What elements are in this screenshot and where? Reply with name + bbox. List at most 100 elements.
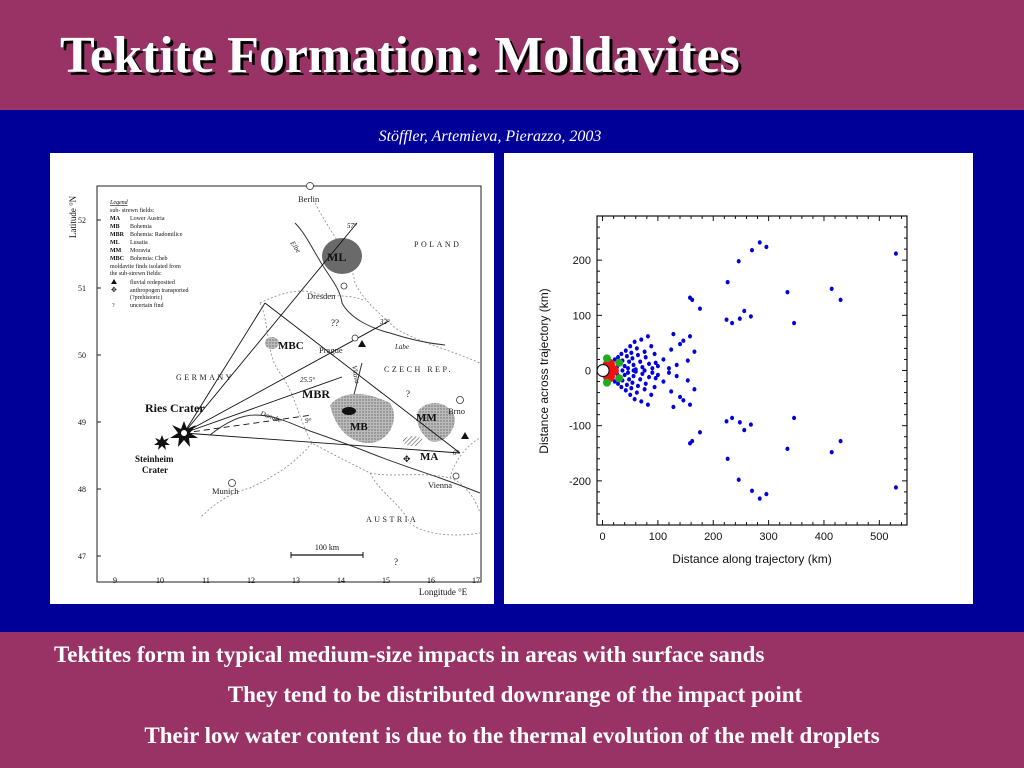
data-point [620, 368, 625, 373]
data-point [612, 379, 617, 384]
data-point [692, 387, 697, 392]
data-point [893, 251, 898, 256]
lon-tick: 13 [292, 576, 300, 585]
data-point [635, 352, 640, 358]
triangle-icon [358, 340, 366, 347]
data-point [692, 349, 697, 354]
data-point [649, 392, 654, 397]
crater-label: Crater [142, 465, 168, 475]
field-ma [403, 436, 423, 446]
data-point [678, 341, 683, 347]
x-tick-label: 100 [649, 531, 667, 543]
data-point [652, 384, 657, 390]
city-label: Brno [448, 406, 465, 416]
data-point [829, 286, 834, 292]
city-dot-icon [228, 479, 236, 487]
country-label: GERMANY [176, 373, 234, 382]
melt-blob [608, 365, 619, 376]
data-point [681, 398, 686, 403]
river-label: Labe [394, 343, 409, 351]
city-dot-icon [306, 182, 314, 190]
data-point [690, 297, 695, 303]
lat-tick: 49 [78, 418, 86, 427]
data-point [623, 348, 628, 353]
data-point [697, 306, 702, 311]
trajectory-rays [183, 222, 461, 454]
field-label: MBC [278, 340, 304, 352]
city-label: Vienna [428, 480, 452, 490]
latitude-axis: 52 51 50 49 48 47 [78, 216, 101, 561]
data-point [685, 358, 690, 363]
data-point [628, 344, 633, 349]
data-point [669, 389, 674, 394]
data-point [792, 320, 797, 326]
ray-angle-label: 25.5° [300, 376, 315, 384]
data-point [650, 370, 655, 375]
data-point [730, 415, 735, 421]
data-point [666, 370, 671, 375]
data-point [652, 351, 657, 357]
city-markers [228, 182, 464, 487]
x-tick-label: 500 [870, 531, 888, 543]
country-borders [199, 202, 481, 536]
data-point [638, 359, 643, 364]
triangle-icon [461, 432, 469, 439]
data-point [757, 240, 762, 245]
city-label: Dresden [307, 291, 336, 301]
data-point [688, 402, 692, 407]
y-tick-label: -200 [569, 476, 591, 488]
data-point [838, 297, 843, 303]
data-point [626, 370, 630, 375]
country-label: POLAND [414, 240, 461, 249]
field-label: MB [350, 421, 368, 433]
data-point [639, 337, 644, 342]
legend-code: MBR [110, 232, 125, 238]
data-point [737, 316, 742, 321]
field-label: MM [416, 412, 437, 424]
data-point [681, 338, 686, 343]
data-point [742, 427, 747, 433]
data-point [669, 347, 674, 352]
trajectory-scatter-plot: Distance across trajectory (km) Distance… [537, 215, 908, 566]
longitude-axis: 9 10 11 12 13 14 15 16 17 [113, 576, 480, 585]
data-point [640, 371, 645, 377]
data-point [647, 361, 652, 367]
triangle-icon [111, 279, 117, 284]
legend-name: Moravia [130, 248, 151, 254]
data-point [792, 415, 797, 421]
data-point [639, 399, 644, 404]
lat-tick: 47 [78, 552, 86, 561]
data-point [748, 422, 753, 427]
x-tick-label: 200 [704, 531, 722, 543]
data-point [643, 381, 648, 386]
x-tick-label: 400 [815, 531, 833, 543]
data-point [666, 366, 671, 371]
data-point [626, 366, 630, 371]
question-icon: ? [406, 389, 410, 399]
data-point [655, 372, 660, 378]
legend-name: Lower Austria [130, 216, 165, 222]
data-point [619, 384, 624, 390]
data-point [624, 353, 629, 359]
lat-tick: 48 [78, 485, 86, 494]
data-point [829, 449, 834, 455]
country-labels: POLAND GERMANY CZECH REP. AUSTRIA [176, 240, 461, 524]
river-label: Vltava [350, 365, 361, 385]
city-label: Prague [319, 345, 343, 355]
uncertain-finds: ?? ? ? [331, 318, 410, 567]
data-point [638, 377, 643, 382]
legend-name: Bohemia: Cheb [130, 256, 168, 262]
data-point [674, 362, 679, 368]
field-label: MBR [302, 387, 330, 401]
country-label: CZECH REP. [384, 365, 453, 374]
data-point [838, 438, 843, 444]
river-label: Danube [258, 409, 283, 424]
data-point [634, 346, 639, 351]
legend-subtitle: sub- strewn fields: [110, 207, 155, 214]
field-mm [417, 402, 455, 442]
data-point [724, 317, 729, 322]
map-legend: Legend sub- strewn fields: MA Lower Aust… [109, 200, 188, 309]
ray-angles: 57° 32° 25.5° 9° 0° [300, 222, 460, 457]
ray-angle-label: 0° [453, 449, 460, 457]
data-point [785, 446, 790, 452]
